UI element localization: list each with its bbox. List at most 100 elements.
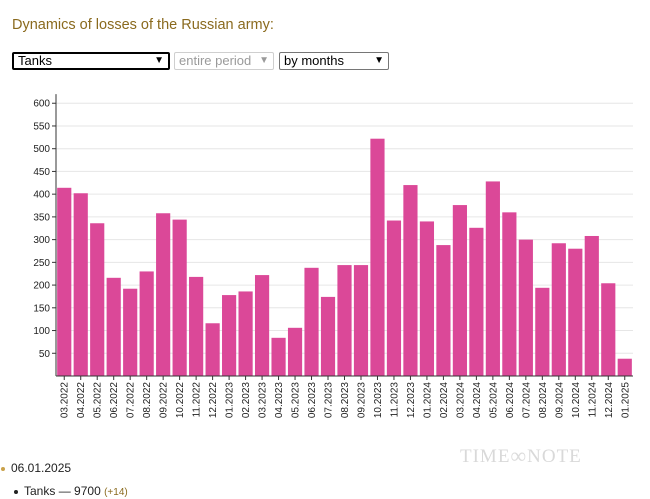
x-tick-label: 07.2024 bbox=[521, 382, 532, 419]
summary-date-row: 06.01.2025 bbox=[0, 461, 71, 475]
category-select-value: Tanks bbox=[18, 53, 52, 68]
summary-date: 06.01.2025 bbox=[11, 461, 72, 475]
bar bbox=[320, 296, 336, 376]
y-tick-label: 100 bbox=[33, 326, 50, 337]
x-tick-label: 05.2022 bbox=[93, 382, 104, 419]
x-tick-label: 02.2024 bbox=[439, 382, 450, 419]
chevron-down-icon: ▼ bbox=[374, 55, 384, 66]
chevron-down-icon: ▼ bbox=[259, 55, 269, 66]
bar bbox=[139, 271, 154, 376]
x-tick-label: 03.2024 bbox=[455, 382, 466, 419]
bar bbox=[502, 212, 517, 376]
x-tick-label: 10.2024 bbox=[571, 382, 582, 419]
summary-item-value: 9700 bbox=[74, 484, 101, 498]
y-tick-label: 150 bbox=[33, 303, 50, 314]
bar bbox=[601, 283, 616, 376]
bar bbox=[535, 287, 550, 376]
bar bbox=[518, 239, 533, 376]
y-tick-label: 550 bbox=[33, 121, 50, 132]
y-tick-label: 50 bbox=[39, 349, 51, 360]
losses-bar-chart-svg: 50 100 150 200 250 300 350 400 450 500 550 600 03.20… bbox=[33, 94, 633, 419]
bar bbox=[469, 227, 484, 376]
bar bbox=[617, 358, 632, 376]
bar bbox=[584, 235, 599, 376]
chevron-down-icon: ▼ bbox=[154, 55, 164, 66]
bar bbox=[205, 323, 220, 376]
bar bbox=[436, 245, 451, 376]
losses-chart: 50 100 150 200 250 300 350 400 450 500 550 600 03.20… bbox=[0, 90, 650, 435]
bar bbox=[254, 275, 270, 376]
summary-item-separator: — bbox=[58, 484, 71, 498]
period-select-value: entire period bbox=[179, 53, 252, 68]
x-tick-label: 02.2023 bbox=[241, 382, 252, 419]
x-tick-label: 10.2022 bbox=[175, 382, 186, 419]
y-tick-label: 600 bbox=[33, 99, 50, 110]
bar bbox=[156, 213, 171, 376]
bar bbox=[287, 327, 303, 376]
summary-item-name: Tanks bbox=[24, 484, 56, 498]
category-select[interactable]: Tanks ▼ bbox=[12, 52, 170, 70]
bar bbox=[485, 181, 500, 376]
x-tick-label: 04.2023 bbox=[274, 382, 285, 419]
x-tick-label: 04.2024 bbox=[472, 382, 483, 419]
x-tick-label: 08.2023 bbox=[340, 382, 351, 419]
period-select: entire period ▼ bbox=[174, 52, 274, 70]
bar bbox=[57, 187, 72, 376]
grouping-select-value: by months bbox=[284, 53, 344, 68]
bar bbox=[222, 295, 237, 376]
x-tick-label: 06.2022 bbox=[109, 382, 120, 419]
x-tick-label: 09.2022 bbox=[159, 382, 170, 419]
watermark-right-text: NOTE bbox=[527, 446, 582, 467]
y-tick-label: 350 bbox=[33, 212, 50, 223]
timenote-watermark: TIME∞NOTE bbox=[460, 443, 582, 469]
watermark-left-text: TIME bbox=[460, 446, 511, 467]
x-tick-label: 12.2022 bbox=[208, 382, 219, 419]
y-tick-label: 450 bbox=[33, 167, 50, 178]
x-tick-label: 09.2024 bbox=[554, 382, 565, 419]
x-tick-label: 01.2024 bbox=[422, 382, 433, 419]
x-tick-label: 05.2024 bbox=[488, 382, 499, 419]
x-tick-label: 05.2023 bbox=[291, 382, 302, 419]
bar bbox=[452, 205, 467, 376]
y-tick-label: 400 bbox=[33, 190, 50, 201]
y-tick-label: 250 bbox=[33, 258, 50, 269]
x-tick-label: 07.2023 bbox=[324, 382, 335, 419]
bar bbox=[304, 267, 319, 376]
x-tick-label: 08.2024 bbox=[538, 382, 549, 419]
bar bbox=[238, 291, 253, 376]
infinity-icon: ∞ bbox=[510, 443, 528, 468]
x-tick-label: 04.2022 bbox=[76, 382, 87, 419]
x-tick-label: 10.2023 bbox=[373, 382, 384, 419]
x-tick-label: 06.2023 bbox=[307, 382, 318, 419]
x-tick-label: 03.2022 bbox=[60, 382, 71, 419]
y-tick-label: 500 bbox=[33, 144, 50, 155]
x-tick-label: 06.2024 bbox=[505, 382, 516, 419]
x-tick-label: 11.2022 bbox=[192, 382, 203, 418]
bar bbox=[370, 138, 385, 376]
x-tick-label: 07.2022 bbox=[126, 382, 137, 419]
bar bbox=[419, 221, 435, 376]
x-tick-label: 11.2023 bbox=[389, 382, 400, 418]
bullet-icon bbox=[14, 489, 18, 494]
bar bbox=[73, 193, 88, 376]
x-tick-label: 03.2023 bbox=[258, 382, 269, 419]
bullet-icon bbox=[1, 466, 5, 471]
bar bbox=[403, 185, 418, 376]
bar bbox=[271, 337, 286, 376]
bar bbox=[172, 219, 187, 376]
y-tick-label: 200 bbox=[33, 281, 50, 292]
y-tick-label: 300 bbox=[33, 235, 50, 246]
x-tick-label: 01.2025 bbox=[620, 382, 631, 419]
bar bbox=[568, 248, 583, 376]
page-title: Dynamics of losses of the Russian army: bbox=[12, 17, 274, 33]
bar bbox=[551, 243, 566, 376]
grouping-select[interactable]: by months ▼ bbox=[279, 52, 389, 70]
x-tick-label: 12.2024 bbox=[604, 382, 615, 419]
x-tick-label: 01.2023 bbox=[225, 382, 236, 419]
bar bbox=[189, 276, 204, 376]
bar bbox=[386, 220, 402, 376]
bar bbox=[106, 277, 121, 376]
bar bbox=[337, 265, 352, 376]
bar bbox=[90, 223, 105, 376]
summary-item-delta: (+14) bbox=[104, 487, 128, 498]
